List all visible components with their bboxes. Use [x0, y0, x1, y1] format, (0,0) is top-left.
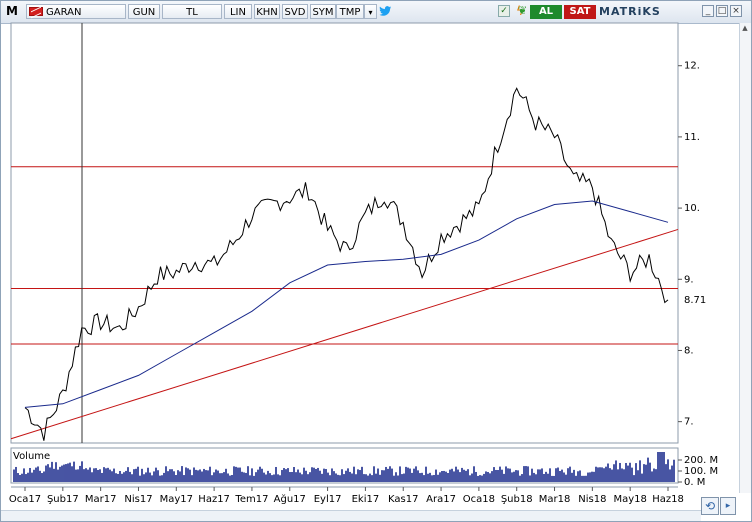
- twitter-icon[interactable]: [379, 6, 391, 17]
- x-tick-label: Eki17: [352, 494, 380, 505]
- minimize-icon[interactable]: _: [702, 5, 714, 17]
- close-icon[interactable]: ×: [730, 5, 742, 17]
- y-tick-label: 10.: [684, 203, 700, 214]
- x-tick-label: Tem17: [234, 494, 268, 505]
- sync-icon[interactable]: ⟲: [701, 497, 719, 515]
- period-button[interactable]: GUN: [128, 4, 160, 19]
- x-tick-label: Mar18: [539, 494, 571, 505]
- volume-label: Volume: [13, 451, 50, 462]
- x-tick-label: Ara17: [426, 494, 456, 505]
- moving-average-line: [24, 200, 669, 408]
- y-tick-label: 7.: [684, 417, 694, 428]
- volume-tick-label: 0. M: [684, 477, 705, 488]
- trend-line: [10, 228, 679, 440]
- volume-tick-label: 200. M: [684, 455, 718, 466]
- bolt-icon[interactable]: ϟ: [516, 4, 524, 18]
- flag-icon: [29, 7, 43, 16]
- x-tick-label: Şub18: [501, 494, 533, 505]
- x-tick-label: Haz18: [652, 494, 684, 505]
- sym-button[interactable]: SYM: [310, 4, 336, 19]
- scale-button[interactable]: LIN: [224, 4, 252, 19]
- horizontal-scrollbar[interactable]: [1, 510, 701, 521]
- sell-button[interactable]: SAT: [564, 5, 596, 19]
- tmp-button[interactable]: TMP: [336, 4, 364, 19]
- toolbar: M GARAN GUN TL LIN KHN SVD SYM TMP ▾ ✓ ϟ…: [1, 1, 751, 24]
- matriks-logo: M: [6, 4, 18, 18]
- symbol-selector[interactable]: GARAN: [26, 4, 126, 19]
- vertical-scrollbar[interactable]: ▲: [739, 23, 751, 493]
- svd-button[interactable]: SVD: [282, 4, 308, 19]
- y-tick-label: 8.: [684, 345, 694, 356]
- symbol-label: GARAN: [46, 7, 82, 18]
- y-tick-label: 12.: [684, 61, 700, 72]
- x-tick-label: Oca18: [463, 494, 495, 505]
- last-price-label: 8.71: [684, 295, 706, 306]
- x-tick-label: Kas17: [388, 494, 418, 505]
- x-tick-label: Eyl17: [314, 494, 342, 505]
- y-tick-label: 9.: [684, 274, 694, 285]
- scroll-right-icon[interactable]: ▸: [720, 497, 736, 515]
- scroll-up-icon[interactable]: ▲: [742, 24, 748, 32]
- x-tick-label: Nis17: [124, 494, 152, 505]
- x-tick-label: Şub17: [47, 494, 79, 505]
- price-line: [24, 87, 669, 441]
- currency-button[interactable]: TL: [162, 4, 222, 19]
- x-tick-label: Haz17: [198, 494, 230, 505]
- khn-button[interactable]: KHN: [254, 4, 280, 19]
- checkbox-icon[interactable]: ✓: [498, 5, 510, 17]
- x-tick-label: Mar17: [85, 494, 117, 505]
- matriks-brand: MATRiKS: [599, 5, 661, 18]
- leaf-icon[interactable]: ❦: [518, 4, 528, 17]
- maximize-icon[interactable]: □: [716, 5, 728, 17]
- buy-button[interactable]: AL: [530, 5, 562, 19]
- x-tick-label: May17: [160, 494, 193, 505]
- volume-tick-label: 100. M: [684, 466, 718, 477]
- x-tick-label: Nis18: [578, 494, 606, 505]
- y-tick-label: 11.: [684, 132, 700, 143]
- plot-area: [10, 22, 679, 444]
- x-tick-label: Ağu17: [274, 493, 306, 505]
- x-tick-label: May18: [613, 494, 646, 505]
- template-dropdown-button[interactable]: ▾: [364, 4, 377, 19]
- x-tick-label: Oca17: [9, 494, 41, 505]
